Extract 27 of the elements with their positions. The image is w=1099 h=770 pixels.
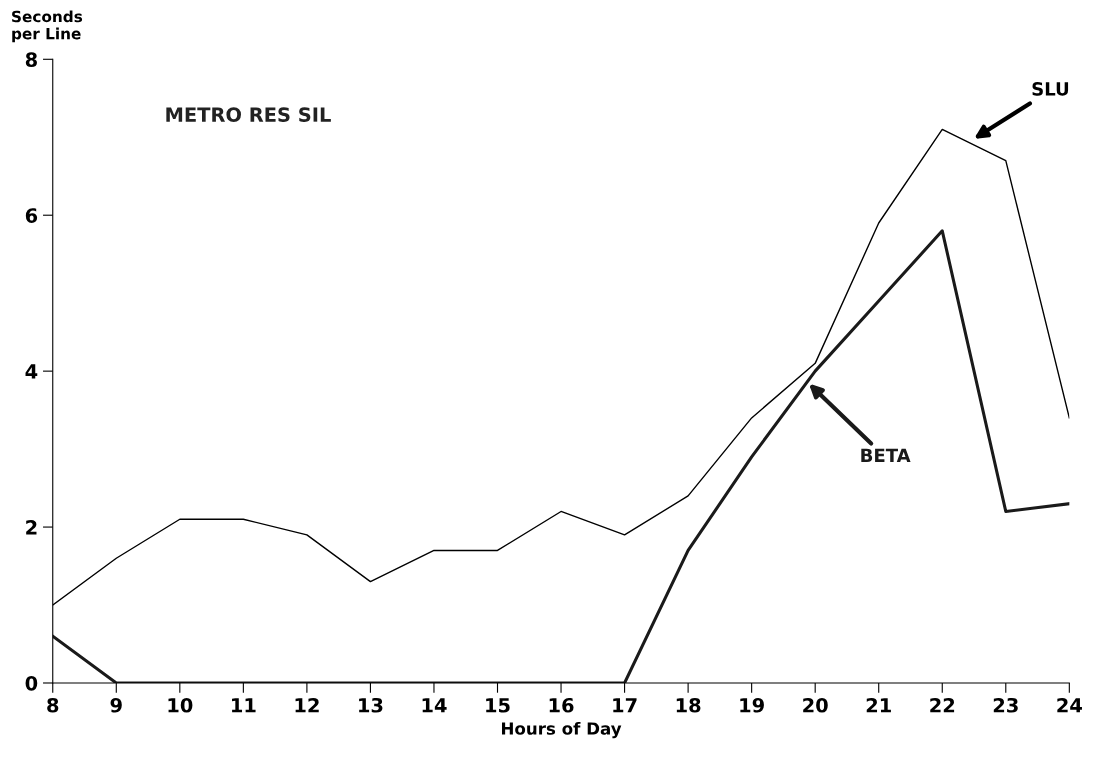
x-tick-label: 17 <box>613 698 637 713</box>
y-tick-label: 4 <box>25 364 38 379</box>
y-tick-label: 8 <box>25 52 37 67</box>
annotation: METRO RES SIL <box>166 107 331 122</box>
x-tick-label: 13 <box>359 697 383 713</box>
x-tick-label: 21 <box>866 697 891 713</box>
x-tick-label: 16 <box>549 697 574 713</box>
y-tick-label: 2 <box>26 520 37 535</box>
y-tick-label: 0 <box>25 675 38 691</box>
y-axis-title: Seconds per Line <box>12 10 83 43</box>
x-tick-label: 8 <box>47 697 59 713</box>
x-tick-label: 9 <box>110 697 122 713</box>
x-tick-label: 19 <box>740 697 764 713</box>
text: BETA <box>861 448 911 462</box>
x-tick-label: 11 <box>232 698 256 713</box>
x-tick-label: 23 <box>993 697 1018 713</box>
y-tick-label: 6 <box>25 208 38 223</box>
x-tick-label: 20 <box>803 697 828 713</box>
x-tick-label: 15 <box>486 698 510 713</box>
x-tick-label: 24 <box>1057 697 1082 713</box>
x-tick-label: 12 <box>295 697 319 713</box>
x-axis-title: Hours of Day <box>502 721 622 739</box>
x-tick-label: 18 <box>676 697 701 713</box>
x-tick-label: 14 <box>422 698 447 713</box>
text: SLU <box>1032 82 1069 96</box>
x-tick-label: 22 <box>930 697 955 713</box>
x-tick-label: 10 <box>168 697 193 713</box>
